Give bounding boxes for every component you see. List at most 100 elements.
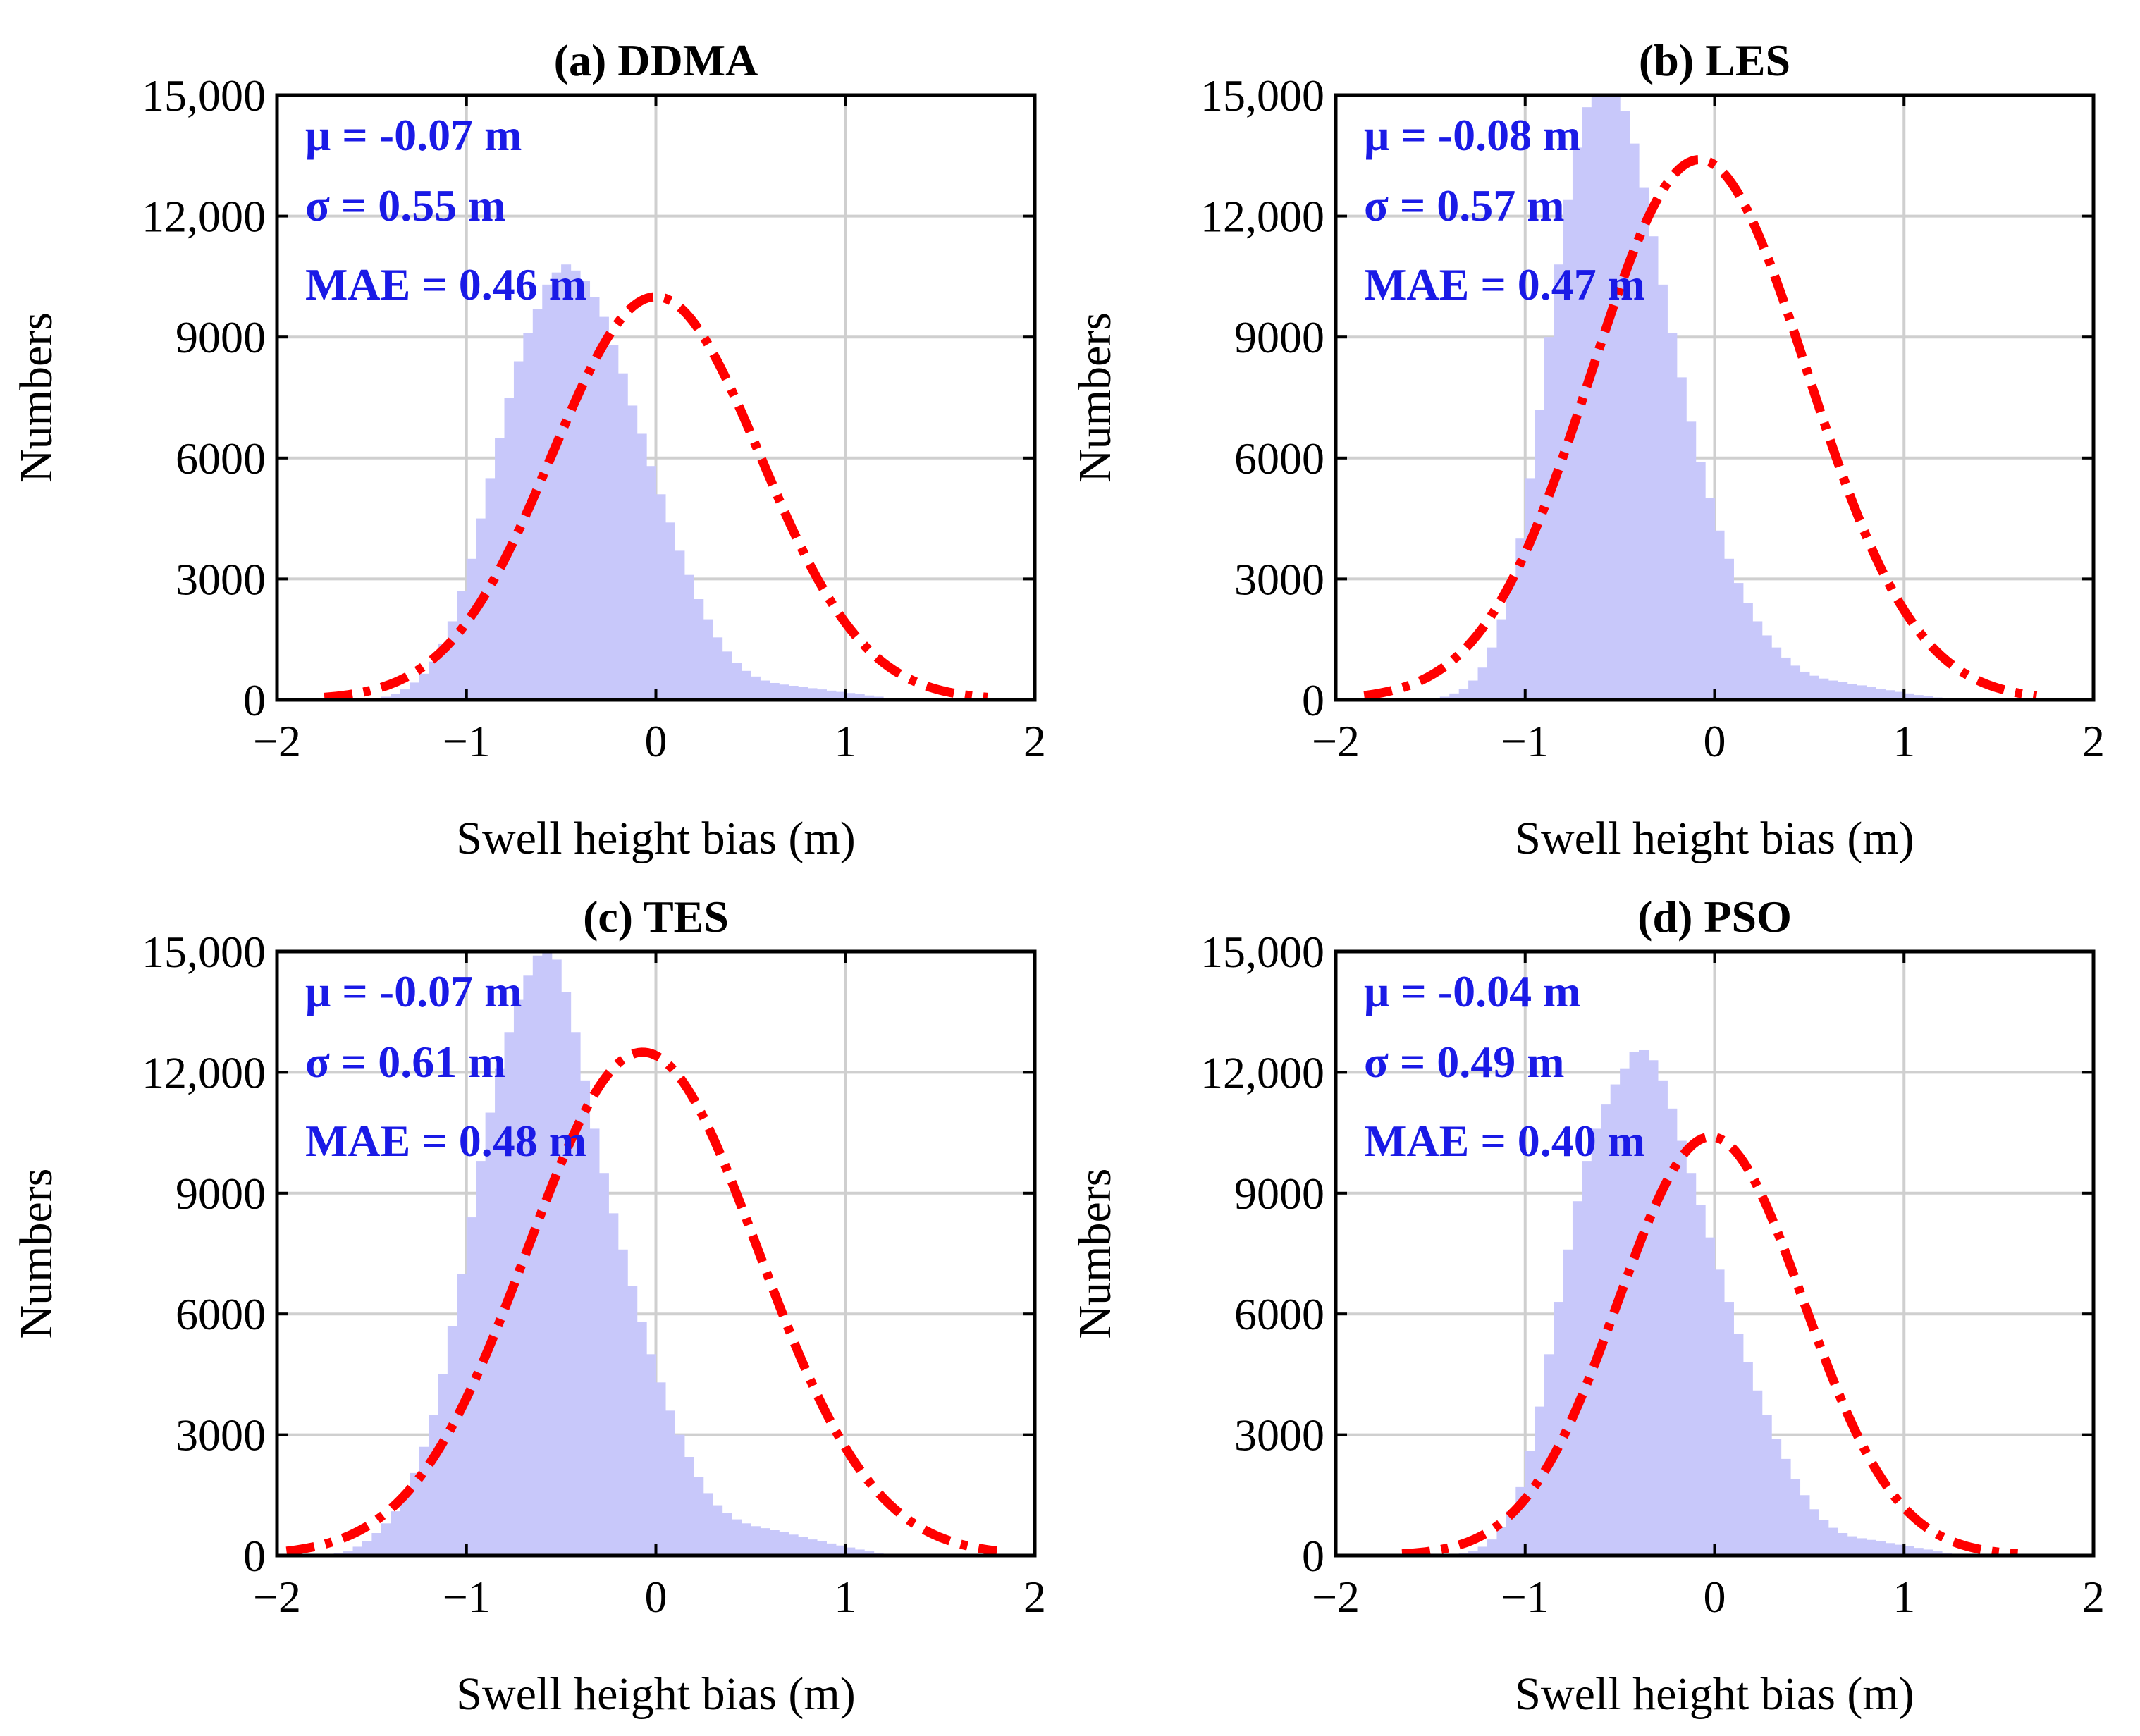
y-tick-label: 9000 xyxy=(1234,312,1324,362)
histogram-bar xyxy=(1629,143,1640,700)
chart-title: (b) LES xyxy=(1639,35,1790,85)
histogram-bar xyxy=(400,1495,410,1556)
histogram-bar xyxy=(362,1541,372,1556)
histogram-bar xyxy=(1639,187,1649,700)
histogram-bar xyxy=(1695,462,1706,700)
histogram-bar xyxy=(542,284,553,700)
histogram-bar xyxy=(1554,1302,1564,1556)
histogram-bar xyxy=(854,694,865,700)
histogram-bar xyxy=(1610,95,1621,700)
x-tick-label: 0 xyxy=(1704,1572,1726,1622)
histogram-bar xyxy=(1866,687,1876,700)
histogram-bar xyxy=(1487,1539,1498,1556)
histogram-bar xyxy=(788,1534,799,1556)
gaussian-fit-line xyxy=(1401,1132,2018,1556)
histogram-bar xyxy=(684,574,694,700)
histogram-bar xyxy=(845,1547,856,1556)
histogram-bar xyxy=(1601,1104,1611,1556)
histogram-bar xyxy=(665,522,675,700)
x-axis-label: Swell height bias (m) xyxy=(456,813,855,864)
histogram-bar xyxy=(1639,1049,1649,1556)
histogram-bar xyxy=(1800,1495,1810,1556)
histogram-bar xyxy=(732,663,742,700)
histogram-bar xyxy=(646,1354,657,1556)
histogram-bar xyxy=(646,466,657,700)
histogram-bar xyxy=(1468,680,1479,700)
histogram-bar xyxy=(637,1322,647,1556)
histogram-bar xyxy=(495,438,505,700)
stat-mean: μ = -0.07 m xyxy=(305,966,522,1016)
histogram-bar xyxy=(1535,410,1545,700)
histogram-bar xyxy=(1828,680,1838,700)
histogram-bar xyxy=(779,684,789,700)
histogram-bar xyxy=(561,264,572,700)
histogram-bar xyxy=(1885,1543,1895,1556)
histogram-bar xyxy=(1714,1269,1725,1556)
histogram-bar xyxy=(1771,647,1782,700)
y-tick-label: 3000 xyxy=(1234,1410,1324,1460)
y-axis-label: Numbers xyxy=(1069,1169,1121,1339)
histogram-bar xyxy=(513,999,524,1556)
y-tick-label: 15,000 xyxy=(142,70,266,121)
histogram-bar xyxy=(495,1068,505,1556)
histogram-bar xyxy=(864,1551,875,1556)
histogram-bar xyxy=(447,621,457,700)
histogram-bar xyxy=(1819,1520,1829,1556)
histogram-bar xyxy=(1676,377,1687,700)
histogram-bar xyxy=(1790,1479,1801,1556)
histogram-bar xyxy=(410,1472,420,1556)
histogram-bar xyxy=(1686,421,1697,700)
histogram-bar xyxy=(1449,693,1460,700)
y-tick-label: 0 xyxy=(243,675,266,725)
histogram-bar xyxy=(1761,1415,1772,1556)
stat-mean: μ = -0.08 m xyxy=(1364,110,1580,160)
stat-sigma: σ = 0.61 m xyxy=(305,1037,506,1087)
histogram-bar xyxy=(1657,284,1668,700)
histogram-bar xyxy=(1676,1140,1687,1556)
histogram-bar xyxy=(854,1549,865,1556)
histogram-bar xyxy=(1563,199,1573,700)
histogram-bar xyxy=(391,694,401,700)
histogram-bar xyxy=(1781,1458,1791,1556)
y-tick-label: 0 xyxy=(1302,1531,1324,1581)
histogram-bar xyxy=(580,1080,591,1556)
histogram-bar xyxy=(713,637,723,700)
histogram-bar xyxy=(1487,647,1498,700)
stat-mae: MAE = 0.40 m xyxy=(1364,1116,1645,1166)
histogram-bar xyxy=(816,689,827,700)
histogram-bar xyxy=(1648,236,1659,700)
histogram-bar xyxy=(665,1410,675,1556)
x-tick-label: 1 xyxy=(1893,716,1915,766)
histogram-bar xyxy=(788,685,799,700)
x-tick-label: −1 xyxy=(1501,1572,1549,1622)
gaussian-fit-line xyxy=(324,292,988,700)
histogram-bar xyxy=(826,690,837,700)
x-tick-label: −1 xyxy=(443,1572,491,1622)
y-tick-label: 0 xyxy=(1302,675,1324,725)
y-tick-label: 15,000 xyxy=(1200,927,1324,977)
histogram-bar xyxy=(1857,1538,1867,1556)
histogram-bar xyxy=(750,676,761,700)
histogram-bar xyxy=(1809,675,1819,700)
histogram-bar xyxy=(391,1511,401,1556)
y-tick-label: 15,000 xyxy=(1200,70,1324,121)
histogram-bar xyxy=(466,558,476,700)
histogram-bar xyxy=(1544,337,1554,700)
histogram-bar xyxy=(684,1457,694,1556)
histogram-bar xyxy=(457,591,467,700)
histogram-bar xyxy=(466,1217,476,1556)
histogram-bar xyxy=(1932,1551,1943,1556)
histogram-bar xyxy=(1781,657,1791,700)
histogram-bar xyxy=(835,1545,846,1556)
histogram-bar xyxy=(1847,1536,1857,1556)
histogram-bar xyxy=(637,433,647,700)
histogram-bar xyxy=(1809,1509,1819,1556)
histogram-bar xyxy=(1714,530,1725,700)
histogram-bar xyxy=(1771,1439,1782,1556)
gaussian-fit-line xyxy=(285,1047,998,1556)
histogram-bar xyxy=(617,373,628,700)
y-tick-label: 9000 xyxy=(1234,1169,1324,1219)
y-axis-label: Numbers xyxy=(11,312,62,483)
chart-panel-0: −2 −1 0 1 2 0 3000 6000 9000 12,000 15,000 (a) DDMA… xyxy=(11,35,1046,864)
histogram-bar xyxy=(713,1505,723,1556)
